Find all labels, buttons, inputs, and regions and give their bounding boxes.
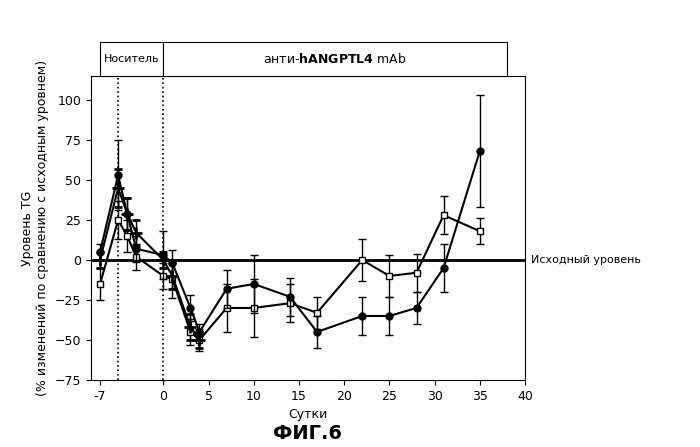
Text: ФИГ.6: ФИГ.6 — [274, 423, 342, 443]
Text: Носитель: Носитель — [104, 54, 160, 64]
Y-axis label: Уровень TG
(% изменений по сравнению с исходным уровнем): Уровень TG (% изменений по сравнению с и… — [21, 60, 49, 396]
Text: Исходный уровень: Исходный уровень — [531, 255, 640, 265]
X-axis label: Сутки: Сутки — [288, 408, 328, 421]
Text: анти-$\mathbf{hANGPTL4}$ mAb: анти-$\mathbf{hANGPTL4}$ mAb — [263, 52, 407, 66]
